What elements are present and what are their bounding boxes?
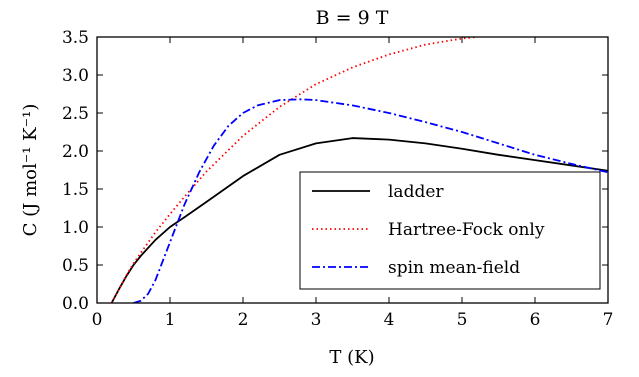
legend-label-ladder: ladder xyxy=(388,182,444,202)
x-tick-label: 2 xyxy=(238,310,249,330)
axis-ticks: 0 1 2 3 4 5 6 7 0.0 0.5 1.0 1.5 2.0 2.5 3.0 3.5 xyxy=(62,28,613,330)
x-tick-label: 3 xyxy=(311,310,322,330)
y-tick-label: 0.5 xyxy=(62,256,89,276)
y-axis-label: C (J mol⁻¹ K⁻¹) xyxy=(20,104,41,237)
series-line-2 xyxy=(133,98,608,303)
legend-label-hartree-fock: Hartree-Fock only xyxy=(388,220,545,240)
series-line-0 xyxy=(110,137,608,303)
y-tick-label: 3.0 xyxy=(62,66,89,86)
x-tick-label: 4 xyxy=(384,310,395,330)
y-tick-label: 2.5 xyxy=(62,104,89,124)
x-tick-label: 6 xyxy=(530,310,541,330)
chart-title: B = 9 T xyxy=(316,7,389,29)
y-tick-label: 1.5 xyxy=(62,180,89,200)
plot-frame xyxy=(96,36,609,304)
series-line-1 xyxy=(110,37,477,303)
y-tick-label: 1.0 xyxy=(62,218,89,238)
legend-label-spin-mean-field: spin mean-field xyxy=(388,258,520,278)
y-tick-label: 3.5 xyxy=(62,28,89,48)
y-tick-label: 0.0 xyxy=(62,294,89,314)
legend: ladder Hartree-Fock only spin mean-field xyxy=(299,171,601,290)
x-axis-label: T (K) xyxy=(329,347,374,368)
x-tick-label: 1 xyxy=(165,310,176,330)
y-tick-label: 2.0 xyxy=(62,142,89,162)
plot-lines xyxy=(110,37,608,303)
x-tick-label: 0 xyxy=(92,310,103,330)
x-tick-label: 7 xyxy=(603,310,614,330)
x-tick-label: 5 xyxy=(457,310,468,330)
